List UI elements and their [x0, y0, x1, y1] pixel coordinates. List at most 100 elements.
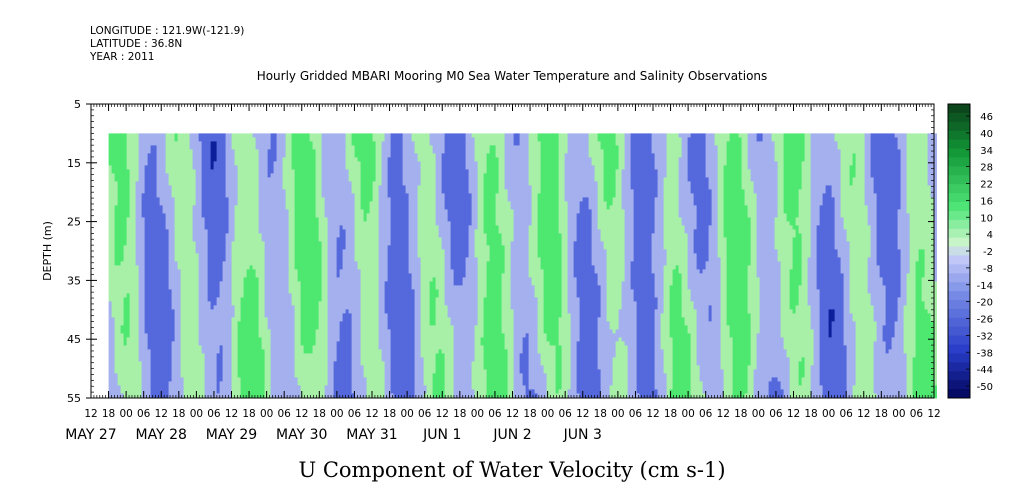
heatmap-cell — [286, 153, 289, 157]
heatmap-cell — [109, 153, 112, 157]
heatmap-cell — [301, 361, 304, 365]
heatmap-cell — [202, 281, 205, 285]
heatmap-cell — [316, 197, 319, 201]
heatmap-cell — [286, 237, 289, 241]
heatmap-cell — [136, 293, 139, 297]
heatmap-cell — [172, 153, 175, 157]
heatmap-cell — [163, 185, 166, 189]
heatmap-cell — [118, 277, 121, 281]
heatmap-cell — [112, 233, 115, 237]
heatmap-cell — [214, 181, 217, 185]
heatmap-cell — [298, 209, 301, 213]
heatmap-cell — [241, 273, 244, 277]
heatmap-cell — [154, 361, 157, 365]
heatmap-cell — [220, 157, 223, 161]
heatmap-cell — [130, 317, 133, 321]
heatmap-cell — [304, 341, 307, 345]
heatmap-cell — [325, 321, 328, 325]
heatmap-cell — [265, 285, 268, 289]
heatmap-cell — [148, 317, 151, 321]
heatmap-cell — [109, 197, 112, 201]
heatmap-cell — [223, 257, 226, 261]
heatmap-cell — [319, 269, 322, 273]
heatmap-cell — [217, 381, 220, 385]
heatmap-cell — [142, 373, 145, 377]
heatmap-cell — [295, 373, 298, 377]
heatmap-cell — [301, 193, 304, 197]
heatmap-cell — [220, 281, 223, 285]
heatmap-cell — [187, 249, 190, 253]
heatmap-cell — [208, 173, 211, 177]
heatmap-cell — [229, 297, 232, 301]
heatmap-cell — [289, 377, 292, 381]
heatmap-cell — [148, 373, 151, 377]
heatmap-cell — [229, 265, 232, 269]
heatmap-cell — [286, 229, 289, 233]
heatmap-cell — [277, 173, 280, 177]
heatmap-cell — [175, 365, 178, 369]
heatmap-cell — [280, 141, 283, 145]
heatmap-cell — [289, 361, 292, 365]
heatmap-cell — [175, 373, 178, 377]
heatmap-cell — [244, 137, 247, 141]
heatmap-cell — [208, 225, 211, 229]
heatmap-cell — [301, 241, 304, 245]
heatmap-cell — [301, 189, 304, 193]
heatmap-cell — [274, 325, 277, 329]
heatmap-cell — [127, 361, 130, 365]
heatmap-cell — [133, 325, 136, 329]
heatmap-cell — [319, 309, 322, 313]
heatmap-cell — [130, 145, 133, 149]
heatmap-cell — [301, 153, 304, 157]
heatmap-cell — [301, 145, 304, 149]
heatmap-cell — [109, 141, 112, 145]
heatmap-cell — [232, 145, 235, 149]
heatmap-cell — [199, 185, 202, 189]
heatmap-cell — [211, 317, 214, 321]
heatmap-cell — [163, 209, 166, 213]
heatmap-cell — [304, 253, 307, 257]
heatmap-cell — [283, 277, 286, 281]
heatmap-cell — [328, 197, 331, 201]
heatmap-cell — [202, 265, 205, 269]
heatmap-cell — [283, 289, 286, 293]
heatmap-cell — [148, 269, 151, 273]
heatmap-cell — [217, 185, 220, 189]
heatmap-cell — [289, 385, 292, 389]
heatmap-cell — [304, 269, 307, 273]
heatmap-cell — [226, 353, 229, 357]
heatmap-cell — [220, 309, 223, 313]
heatmap-cell — [193, 313, 196, 317]
heatmap-cell — [229, 217, 232, 221]
heatmap-cell — [307, 197, 310, 201]
heatmap-cell — [220, 225, 223, 229]
heatmap-cell — [118, 265, 121, 269]
heatmap-cell — [259, 269, 262, 273]
heatmap-cell — [172, 209, 175, 213]
heatmap-cell — [286, 341, 289, 345]
heatmap-cell — [142, 321, 145, 325]
heatmap-cell — [199, 173, 202, 177]
heatmap-cell — [154, 145, 157, 149]
heatmap-cell — [274, 301, 277, 305]
heatmap-cell — [178, 233, 181, 237]
heatmap-cell — [277, 269, 280, 273]
heatmap-cell — [256, 249, 259, 253]
heatmap-cell — [289, 353, 292, 357]
heatmap-cell — [223, 337, 226, 341]
heatmap-cell — [298, 285, 301, 289]
heatmap-cell — [157, 181, 160, 185]
heatmap-cell — [298, 225, 301, 229]
heatmap-cell — [142, 173, 145, 177]
heatmap-cell — [130, 293, 133, 297]
heatmap-cell — [295, 289, 298, 293]
heatmap-cell — [181, 149, 184, 153]
heatmap-cell — [199, 213, 202, 217]
heatmap-cell — [202, 369, 205, 373]
heatmap-cell — [259, 209, 262, 213]
heatmap-cell — [268, 149, 271, 153]
heatmap-cell — [202, 169, 205, 173]
heatmap-cell — [217, 297, 220, 301]
heatmap-cell — [166, 237, 169, 241]
heatmap-cell — [247, 237, 250, 241]
